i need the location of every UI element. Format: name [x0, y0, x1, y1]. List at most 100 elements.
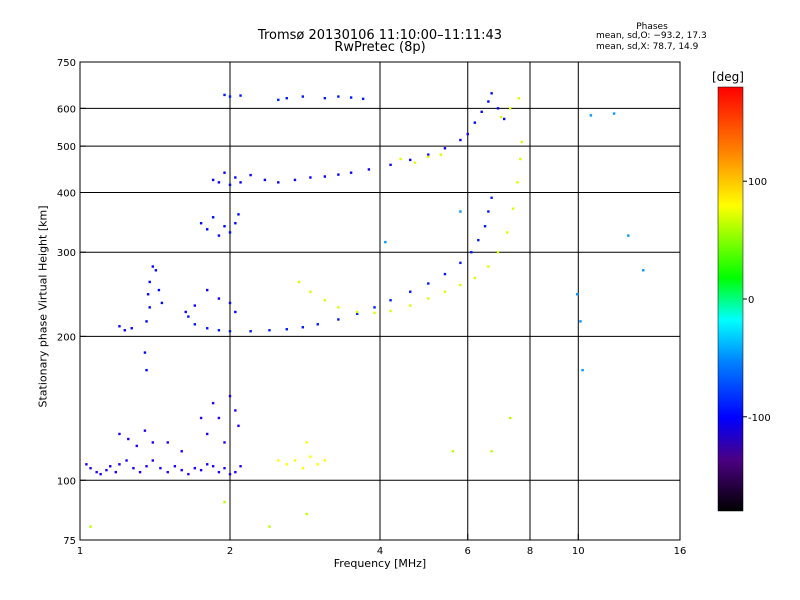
x-axis-label: Frequency [MHz] [333, 557, 427, 570]
data-point [389, 163, 392, 167]
colorbar-tick-label: 0 [748, 295, 754, 306]
data-point [309, 290, 312, 293]
data-point [199, 416, 203, 420]
data-point [217, 234, 221, 237]
data-point [138, 470, 142, 474]
x-tick-label: 1 [77, 546, 83, 557]
data-point [217, 416, 221, 420]
data-point [205, 463, 209, 466]
data-point [130, 327, 133, 330]
data-point [466, 132, 469, 136]
data-point [589, 114, 593, 117]
x-axis-ticks: 1 2 4 6 8 10 16 [77, 534, 686, 557]
data-point [151, 265, 155, 268]
data-point [337, 306, 340, 309]
data-point [173, 465, 177, 468]
data-point [297, 280, 301, 284]
data-point [477, 238, 480, 242]
data-point [145, 465, 148, 468]
data-point [237, 424, 240, 428]
data-point [384, 240, 387, 244]
x-tick-label: 4 [377, 546, 383, 557]
data-point [132, 466, 135, 470]
y-tick-label: 200 [57, 332, 76, 343]
data-point [237, 213, 240, 216]
data-point [114, 470, 118, 474]
data-point [511, 207, 515, 210]
y-tick-label: 400 [57, 188, 76, 199]
data-point [459, 283, 462, 287]
phases-legend-title: Phases [636, 22, 668, 32]
data-point [293, 178, 297, 182]
data-point [205, 288, 209, 292]
grid-lines [80, 62, 680, 540]
data-point [502, 117, 506, 121]
y-tick-label: 600 [57, 104, 76, 115]
data-point [361, 97, 365, 101]
data-point [459, 210, 462, 213]
data-point [579, 320, 582, 323]
data-point [228, 231, 232, 234]
data-point [249, 173, 252, 177]
data-point [459, 138, 462, 142]
data-point [508, 107, 512, 110]
data-point [160, 301, 164, 305]
data-point [205, 327, 209, 330]
data-point [223, 171, 226, 174]
data-point [337, 95, 340, 98]
data-point [496, 107, 500, 110]
data-point [305, 441, 308, 444]
data-point [234, 176, 237, 179]
chart-title: Tromsø 20130106 11:10:00–11:11:43 [257, 28, 503, 43]
data-point [389, 309, 392, 313]
data-point [193, 323, 197, 326]
data-point [199, 222, 203, 225]
data-point [143, 429, 147, 432]
data-point [239, 465, 242, 468]
y-axis-label: Stationary phase Virtual Height [km] [36, 205, 50, 408]
data-point [223, 466, 226, 470]
y-tick-label: 500 [57, 142, 76, 153]
data-point [228, 472, 232, 476]
data-point [505, 231, 509, 234]
data-point [166, 441, 169, 444]
data-point [480, 110, 483, 114]
data-point [239, 181, 242, 184]
colorbar-tick-label: 100 [748, 177, 767, 188]
data-point [205, 228, 209, 231]
y-tick-label: 100 [57, 476, 76, 487]
data-point [285, 328, 288, 331]
data-point [508, 416, 512, 420]
data-point [483, 225, 487, 228]
data-point [496, 251, 500, 254]
data-point [301, 466, 305, 470]
data-point [427, 153, 430, 156]
data-point [211, 401, 215, 405]
data-point [184, 310, 187, 314]
data-point [223, 93, 226, 97]
data-point [135, 444, 138, 448]
data-point [427, 297, 430, 300]
data-point [581, 368, 584, 372]
colorbar-unit-label: [deg] [712, 70, 744, 84]
data-point [409, 304, 412, 307]
data-point [413, 161, 417, 164]
data-point [490, 196, 493, 199]
data-point [145, 368, 148, 372]
data-point [211, 178, 215, 182]
chart-subtitle: RwPretec (8p) [334, 40, 426, 55]
data-point [323, 175, 327, 178]
data-point [373, 311, 376, 315]
data-point [125, 459, 128, 462]
colorbar-ticks: 100 0 -100 [743, 177, 771, 424]
data-point [323, 299, 327, 302]
data-point [249, 330, 252, 333]
data-point [154, 269, 158, 272]
data-point [451, 450, 455, 453]
data-point [517, 96, 521, 100]
data-point [193, 304, 197, 307]
data-point [187, 472, 190, 476]
data-point [323, 96, 327, 100]
data-point [157, 288, 161, 292]
data-point [223, 441, 226, 444]
